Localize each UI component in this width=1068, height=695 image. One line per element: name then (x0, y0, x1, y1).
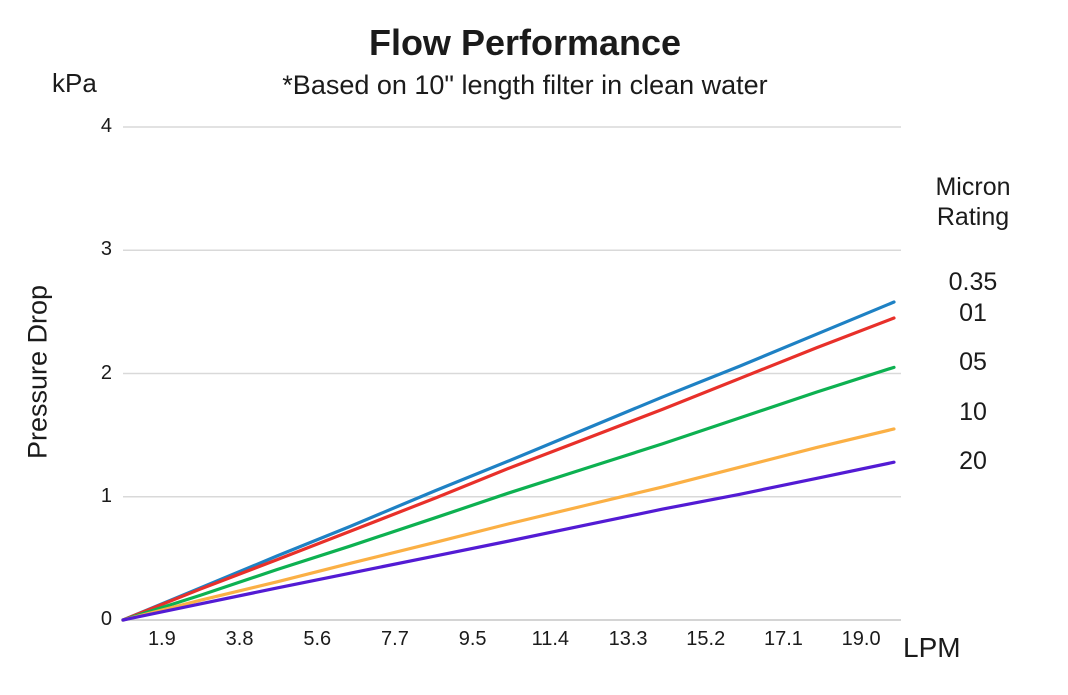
x-tick-label-15.2: 15.2 (686, 628, 726, 650)
chart-subtitle: *Based on 10" length filter in clean wat… (282, 70, 768, 100)
x-tick-label-19.0: 19.0 (841, 628, 881, 650)
y-tick-label-1: 1 (100, 484, 112, 507)
y-tick-label-0: 0 (100, 608, 112, 630)
x-axis-unit-label: LPM (903, 632, 961, 663)
y-tick-label-3: 3 (100, 238, 112, 261)
y-axis-unit-label: kPa (52, 68, 97, 98)
series-line-0.35 (121, 300, 896, 622)
x-tick-label-1.9: 1.9 (147, 628, 176, 650)
series-line-10 (121, 427, 896, 622)
y-tick-label-4: 4 (100, 115, 112, 137)
x-tick-label-13.3: 13.3 (608, 628, 648, 650)
legend-item-05: 05 (959, 348, 987, 376)
y-tick-label-2: 2 (100, 361, 112, 384)
x-tick-label-11.4: 11.4 (531, 628, 570, 650)
legend-item-01: 01 (959, 299, 987, 327)
legend-title: Micron Rating (935, 173, 1011, 231)
series-line-20 (121, 460, 896, 622)
x-tick-label-9.5: 9.5 (458, 628, 487, 650)
series-line-01 (121, 316, 896, 622)
legend-item-0.35: 0.35 (948, 268, 998, 296)
x-tick-label-17.1: 17.1 (763, 628, 803, 650)
legend-item-20: 20 (959, 447, 987, 475)
chart-title: Flow Performance (368, 22, 682, 63)
x-tick-label-5.6: 5.6 (303, 628, 332, 650)
series-line-05 (121, 365, 896, 622)
legend-item-10: 10 (959, 398, 987, 426)
x-tick-label-7.7: 7.7 (381, 628, 409, 650)
y-axis-title: Pressure Drop (22, 284, 53, 460)
x-tick-label-3.8: 3.8 (225, 628, 254, 650)
